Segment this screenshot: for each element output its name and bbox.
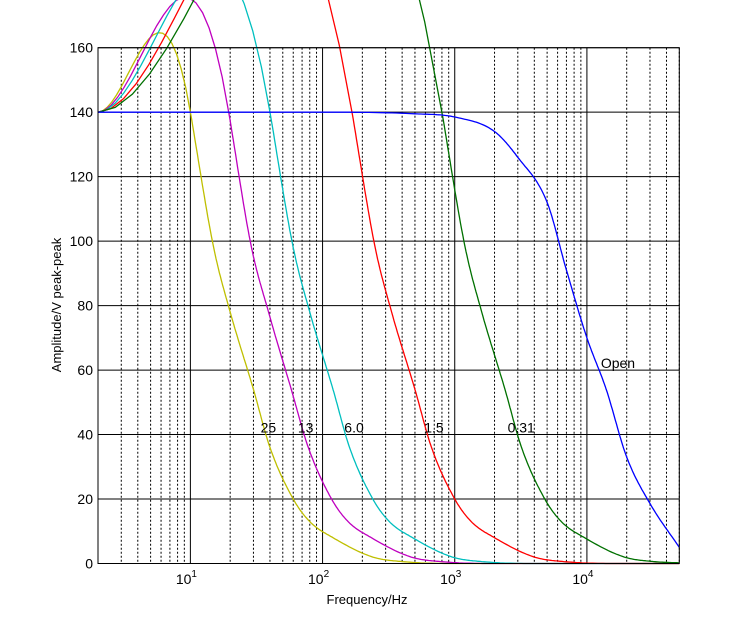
curve-label: 25 [261, 420, 277, 436]
y-tick-label: 80 [77, 298, 93, 314]
x-tick-base: 10 [176, 571, 192, 587]
y-tick-label: 20 [77, 491, 93, 507]
y-axis-label: Amplitude/V peak-peak [49, 237, 64, 372]
curve-label: 13 [298, 420, 314, 436]
x-tick-base: 10 [572, 571, 588, 587]
y-tick-label: 40 [77, 427, 93, 443]
series-line-4 [97, 0, 680, 564]
x-tick-exponent: 4 [588, 569, 594, 580]
series-line-2 [97, 0, 680, 565]
curve-label: 6.0 [344, 420, 364, 436]
x-tick-exponent: 3 [456, 569, 462, 580]
grid [97, 47, 680, 564]
curve-label: Open [601, 355, 635, 371]
y-tick-label: 0 [85, 556, 93, 572]
y-tick-labels: 0 20 40 60 80 100 120 140 160 [70, 40, 94, 572]
y-tick-label: 60 [77, 362, 93, 378]
x-axis-label: Frequency/Hz [327, 592, 408, 607]
annotations: 25 13 6.0 1.5 0.31 Open [261, 355, 635, 435]
x-tick-label: 103 [440, 569, 462, 587]
y-tick-label: 100 [70, 233, 94, 249]
x-tick-exponent: 2 [324, 569, 330, 580]
x-tick-label: 104 [572, 569, 594, 587]
x-tick-label: 102 [308, 569, 330, 587]
x-tick-labels: 101 102 103 104 [176, 569, 594, 587]
y-tick-label: 160 [70, 40, 94, 56]
y-tick-label: 140 [70, 104, 94, 120]
y-tick-label: 120 [70, 169, 94, 185]
curve-label: 1.5 [424, 420, 444, 436]
series-line-1 [97, 0, 680, 565]
series-line-5 [98, 111, 680, 548]
curve-label: 0.31 [508, 420, 535, 436]
x-tick-base: 10 [440, 571, 456, 587]
series-lines [97, 0, 680, 565]
series-line-3 [97, 0, 680, 565]
x-tick-base: 10 [308, 571, 324, 587]
series-line-0 [97, 32, 680, 565]
plot-frame [97, 47, 680, 564]
x-tick-exponent: 1 [191, 569, 197, 580]
x-tick-label: 101 [176, 569, 198, 587]
